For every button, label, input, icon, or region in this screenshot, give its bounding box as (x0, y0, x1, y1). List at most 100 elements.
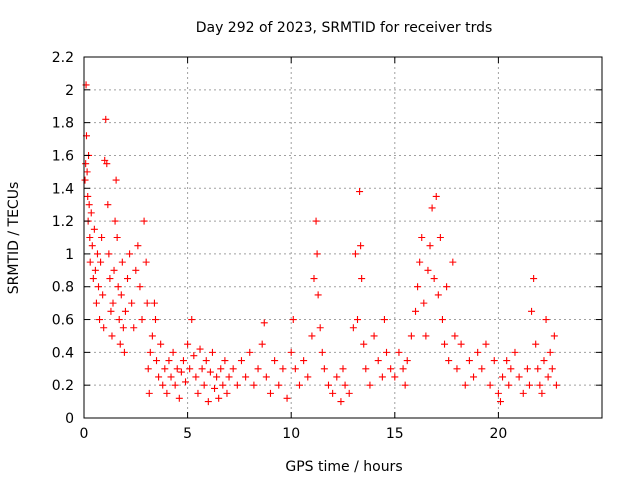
data-point (503, 357, 511, 365)
data-point (237, 357, 245, 365)
data-point (324, 381, 332, 389)
data-point (453, 365, 461, 373)
data-point (142, 258, 150, 266)
data-point (118, 258, 126, 266)
data-point (124, 275, 132, 283)
data-point (175, 394, 183, 402)
data-point (208, 348, 216, 356)
data-point (163, 389, 171, 397)
data-point (200, 381, 208, 389)
data-point (114, 283, 122, 291)
data-point (279, 365, 287, 373)
data-point (316, 324, 324, 332)
data-point (401, 381, 409, 389)
data-point (395, 348, 403, 356)
data-point (84, 192, 92, 200)
data-point (115, 316, 123, 324)
data-point (412, 307, 420, 315)
data-point (528, 307, 536, 315)
data-point (515, 373, 523, 381)
data-point (289, 316, 297, 324)
data-point (341, 381, 349, 389)
data-point (106, 275, 114, 283)
data-point (295, 381, 303, 389)
data-point (184, 340, 192, 348)
data-point (362, 365, 370, 373)
data-point (87, 209, 95, 217)
data-point (357, 242, 365, 250)
data-point (287, 348, 295, 356)
y-tick-label: 0.2 (52, 378, 74, 394)
data-point (157, 340, 165, 348)
data-point (242, 373, 250, 381)
data-point (95, 283, 103, 291)
data-point (198, 365, 206, 373)
data-point (544, 373, 552, 381)
data-point (182, 378, 190, 386)
data-point (130, 324, 138, 332)
data-point (221, 357, 229, 365)
data-point (443, 283, 451, 291)
data-point (523, 365, 531, 373)
data-point (82, 160, 90, 168)
data-point (85, 201, 93, 209)
data-point (250, 381, 258, 389)
data-point (262, 373, 270, 381)
data-point (86, 258, 94, 266)
data-point (105, 250, 113, 258)
y-tick-label: 1.4 (52, 181, 74, 197)
data-point (121, 307, 129, 315)
data-point (407, 332, 415, 340)
y-tick-label: 2 (65, 83, 74, 99)
data-point (461, 381, 469, 389)
data-point (223, 389, 231, 397)
data-point (318, 348, 326, 356)
data-point (113, 234, 121, 241)
data-point (96, 316, 104, 324)
data-point (90, 225, 98, 233)
data-point (159, 381, 167, 389)
data-point (254, 365, 262, 373)
data-point (496, 398, 504, 406)
data-point (202, 357, 210, 365)
data-point (430, 275, 438, 283)
data-point (358, 275, 366, 283)
data-point (428, 204, 436, 212)
y-tick-label: 0.6 (52, 313, 74, 329)
data-point (134, 242, 142, 250)
data-point (271, 357, 279, 365)
data-point (111, 217, 119, 225)
data-point (275, 381, 283, 389)
data-point (525, 381, 533, 389)
data-point (438, 316, 446, 324)
data-point (92, 299, 100, 307)
data-point (313, 250, 321, 258)
data-point (194, 389, 202, 397)
data-point (151, 316, 159, 324)
data-point (304, 373, 312, 381)
data-point (217, 365, 225, 373)
plot-frame (83, 56, 603, 419)
data-point (140, 217, 148, 225)
data-point (540, 357, 548, 365)
data-point (507, 365, 515, 373)
data-point (81, 176, 89, 184)
data-point (171, 381, 179, 389)
data-point (260, 319, 268, 327)
data-point (494, 389, 502, 397)
data-point (246, 348, 254, 356)
data-point (258, 340, 266, 348)
data-point (374, 357, 382, 365)
data-point (308, 332, 316, 340)
data-point (89, 275, 97, 283)
data-point (532, 340, 540, 348)
data-point (422, 332, 430, 340)
data-point (416, 258, 424, 266)
data-point (538, 389, 546, 397)
data-point (351, 250, 359, 258)
data-point (86, 234, 94, 241)
data-point (136, 283, 144, 291)
data-point (155, 373, 163, 381)
data-point (360, 340, 368, 348)
data-point (552, 381, 560, 389)
